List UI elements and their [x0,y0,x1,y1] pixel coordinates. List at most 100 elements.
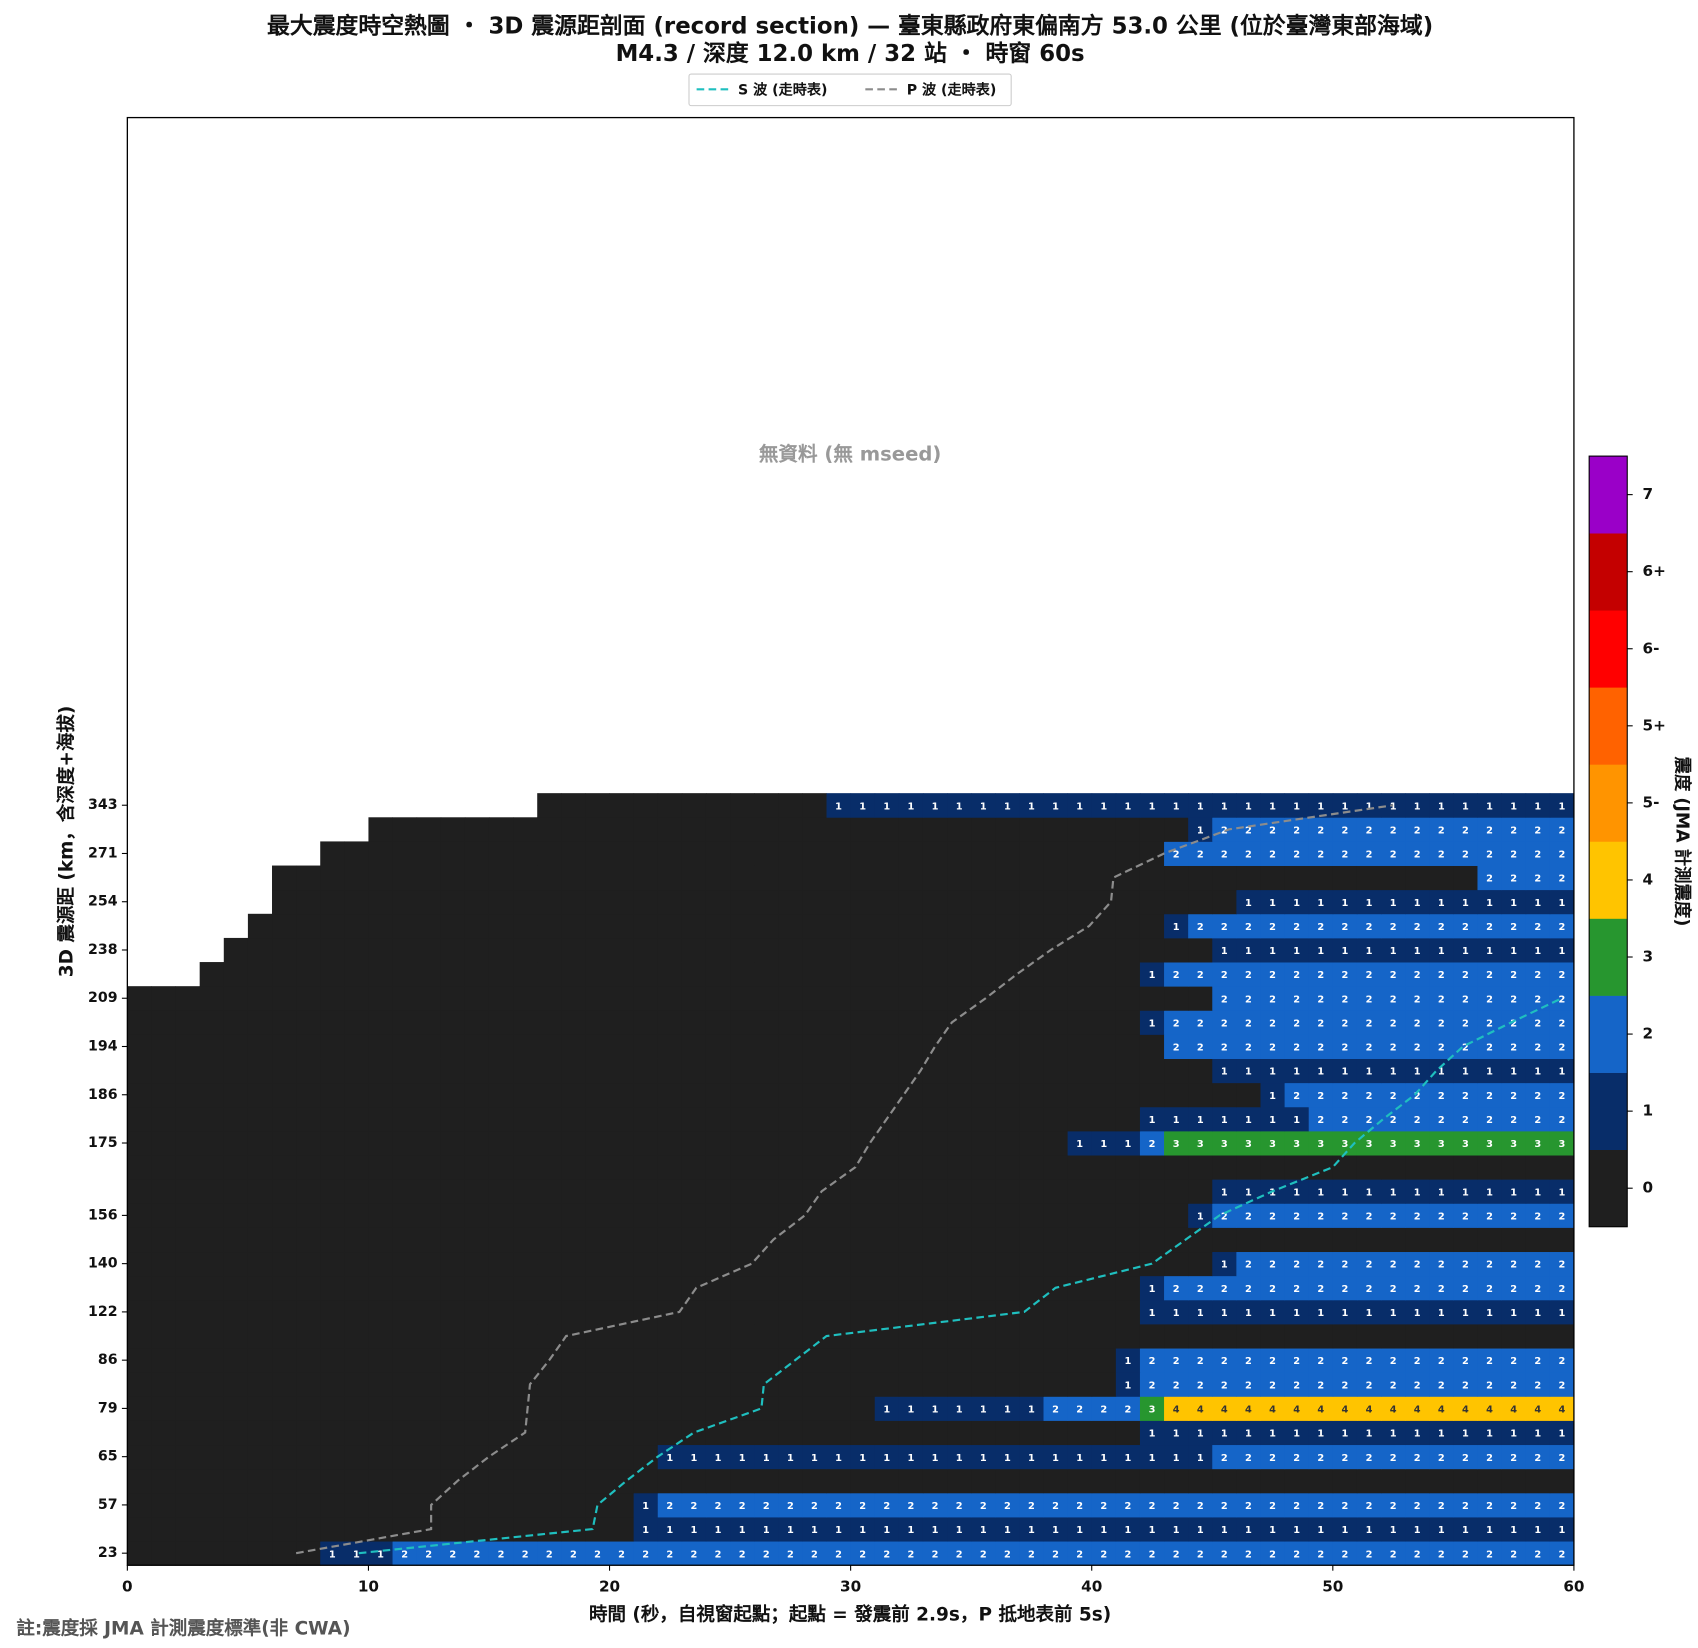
heat-cell [874,1372,900,1397]
heat-cell [633,1396,659,1421]
heat-cell [730,1179,755,1204]
cell-label: 3 [1390,1139,1397,1150]
heat-cell [440,1299,466,1325]
heat-cell [971,1396,996,1421]
heat-cell [1284,937,1310,963]
cell-label: 2 [1462,1380,1469,1391]
heat-cell [127,1444,152,1470]
heat-cell [922,1420,948,1446]
heat-cell [1115,1372,1141,1397]
heat-cell [1429,1420,1454,1446]
heat-cell [922,937,948,963]
heat-cell [1429,1444,1454,1470]
heat-cell [272,1251,297,1277]
heat-cell [1115,1275,1141,1301]
heat-cell [1453,1323,1478,1349]
heat-cell [151,1275,177,1301]
heat-cell [1525,1492,1551,1518]
cell-label: 2 [1197,970,1204,981]
heat-cell [127,1034,152,1059]
cell-label: 2 [1245,1043,1252,1054]
cell-label: 1 [1149,1453,1156,1464]
heat-cell [1477,1275,1503,1301]
heat-cell [657,1034,683,1059]
heat-cell [947,1082,972,1108]
heat-cell [1308,889,1334,915]
cell-label: 2 [1438,850,1445,861]
heat-cell [368,1541,393,1566]
heat-cell [850,937,876,963]
heat-cell [609,1372,635,1397]
heat-cell [1501,1155,1527,1180]
heat-cell [561,1444,586,1470]
heat-cell [368,1179,393,1204]
heat-cell [1284,1010,1310,1035]
heat-cell [1405,1492,1430,1518]
heat-cell [1477,1541,1503,1566]
heat-cell [1115,962,1141,987]
cell-label: 1 [1317,1525,1324,1536]
cell-label: 2 [1149,1139,1156,1150]
heat-cell [416,1130,442,1156]
heat-cell [1043,793,1069,818]
heat-cell [1019,1227,1044,1253]
heat-cell [971,1468,996,1494]
cell-label: 2 [1414,1284,1421,1295]
heat-cell [1381,1492,1406,1518]
heat-cell [368,1082,393,1108]
heat-cell [657,1420,683,1446]
heat-cell [1284,986,1310,1011]
heat-cell [1091,1516,1117,1542]
heat-cell [1236,1034,1261,1059]
heat-cell [1091,1468,1117,1494]
cell-label: 2 [1366,825,1373,836]
heat-cell [392,1372,418,1397]
heat-cell [778,1299,803,1325]
cell-label: 1 [1510,1429,1517,1440]
heat-cell [1139,1227,1165,1253]
heat-cell [1260,1227,1286,1253]
heat-cell [1188,889,1213,915]
heat-cell [1212,1444,1237,1470]
heat-cell [1212,817,1237,842]
heat-cell [609,1516,635,1542]
heat-cell [1453,1372,1478,1397]
heat-cell [344,1130,369,1156]
heat-cell [633,817,659,842]
heat-cell [633,1010,659,1035]
heat-cell [585,1348,610,1373]
heat-cell [1405,1227,1430,1253]
heat-cell [1091,1444,1117,1470]
cell-label: 2 [1486,922,1493,933]
cell-label: 2 [1534,850,1541,861]
cell-label: 2 [1558,850,1565,861]
cell-label: 2 [570,1549,577,1560]
heat-cell [1212,1227,1237,1253]
heat-cell [730,1106,755,1132]
heat-cell [1308,986,1334,1011]
heat-cell [464,1010,490,1035]
heat-cell [898,1516,924,1542]
heat-cell [1525,889,1551,915]
cell-label: 3 [1149,1405,1156,1416]
heat-cell [1429,1541,1454,1566]
cell-label: 4 [1414,1405,1421,1416]
heat-cell [1212,1275,1237,1301]
heat-cell [513,1492,538,1518]
heat-cell [1019,865,1044,891]
heat-cell [1019,1155,1044,1180]
heat-cell [537,1179,562,1204]
cell-label: 2 [1510,874,1517,885]
heat-cell [850,1106,876,1132]
cell-label: 1 [1221,946,1228,957]
colorbar-segment [1589,764,1628,842]
cell-label: 1 [1438,1429,1445,1440]
heat-cell [874,1058,900,1084]
heat-cell [705,1348,731,1373]
cell-label: 2 [1438,1260,1445,1271]
heat-cell [705,1203,731,1228]
cell-label: 2 [1173,970,1180,981]
heat-cell [898,1275,924,1301]
cell-label: 2 [546,1549,553,1560]
cell-label: 1 [1341,1525,1348,1536]
